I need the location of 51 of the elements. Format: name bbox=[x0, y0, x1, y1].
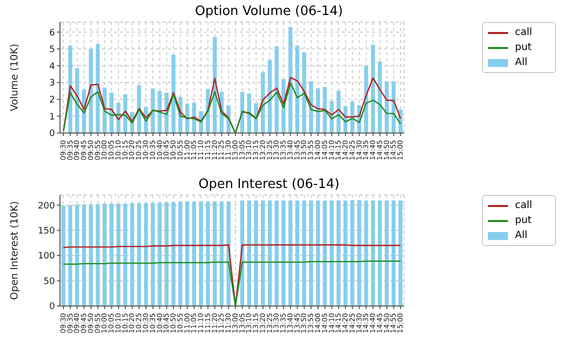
y-tick-label: 0 bbox=[49, 129, 56, 140]
bar bbox=[378, 62, 382, 133]
legend-label: put bbox=[515, 42, 532, 53]
bar bbox=[150, 88, 155, 133]
bar bbox=[295, 46, 300, 133]
bar bbox=[110, 92, 114, 133]
bar bbox=[350, 102, 354, 133]
y-tick-label: 50 bbox=[44, 276, 56, 287]
y-tick-label: 6 bbox=[49, 28, 56, 38]
chart-title: Open Interest (06-14) bbox=[197, 177, 340, 192]
bar bbox=[240, 92, 244, 133]
bar bbox=[364, 66, 368, 133]
bar bbox=[192, 102, 196, 133]
y-tick-label: 3 bbox=[49, 78, 55, 89]
bar bbox=[392, 81, 396, 133]
legend-label: call bbox=[515, 27, 532, 38]
y-axis-title: Open Interest (10K) bbox=[10, 201, 21, 300]
bar bbox=[158, 90, 162, 133]
y-tick-label: 1 bbox=[49, 112, 55, 122]
bar bbox=[185, 104, 190, 133]
bar bbox=[260, 72, 265, 133]
bar bbox=[88, 48, 93, 133]
bar bbox=[336, 90, 341, 133]
y-tick-label: 150 bbox=[38, 226, 56, 237]
legend-label: put bbox=[515, 215, 532, 226]
bar bbox=[274, 46, 279, 133]
bar bbox=[309, 81, 314, 133]
legend-label: call bbox=[515, 200, 532, 211]
bar bbox=[302, 52, 306, 133]
bar bbox=[171, 54, 176, 133]
bar bbox=[288, 27, 292, 133]
bar bbox=[322, 86, 327, 133]
bar bbox=[96, 44, 100, 133]
bar bbox=[384, 81, 389, 133]
bar bbox=[370, 44, 375, 133]
legend-label: All bbox=[515, 57, 528, 68]
y-tick-label: 4 bbox=[49, 62, 56, 72]
y-tick-label: 5 bbox=[49, 45, 55, 56]
bar bbox=[247, 93, 252, 133]
y-tick-label: 0 bbox=[49, 302, 56, 312]
legend-label: All bbox=[515, 230, 528, 241]
bar bbox=[316, 88, 320, 133]
y-tick-label: 2 bbox=[49, 96, 55, 106]
y-axis-title: Volume (10K) bbox=[10, 44, 21, 112]
line-series bbox=[62, 260, 402, 306]
bar bbox=[75, 68, 80, 133]
bar bbox=[268, 60, 272, 133]
chart-title: Option Volume (06-14) bbox=[194, 4, 344, 19]
y-tick-label: 100 bbox=[38, 252, 56, 262]
y-tick-label: 200 bbox=[38, 201, 56, 212]
bar bbox=[137, 85, 142, 133]
